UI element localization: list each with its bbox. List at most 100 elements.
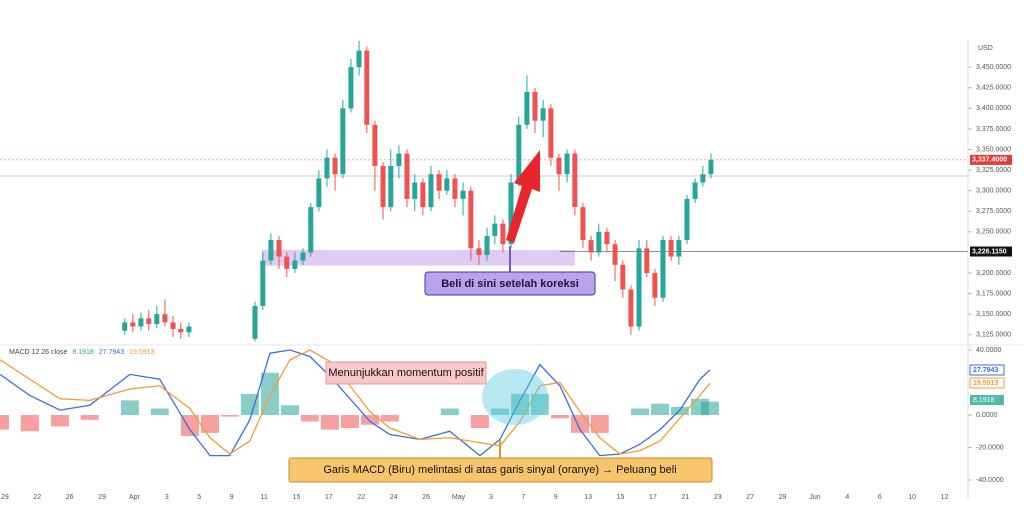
histogram-bar [630, 408, 649, 415]
value-label-box [970, 395, 1004, 405]
y-tick-label: 0.0000 [976, 412, 998, 419]
x-tick-label: 12 [941, 494, 949, 501]
candle-body [636, 248, 642, 327]
x-tick-label: 29 [98, 494, 106, 501]
candle-body [252, 305, 258, 339]
candle-body [524, 91, 530, 125]
y-tick-label: 3,400.0000 [976, 105, 1011, 112]
annotation: Garis MACD (Biru) melintasi di atas gari… [323, 464, 676, 476]
candle-body [564, 153, 570, 175]
histogram-bar [490, 408, 509, 415]
value-label-box [969, 377, 1005, 389]
legend-item: MACD 12 26 close [9, 349, 67, 356]
candle-body [620, 264, 626, 290]
x-tick-label: 17 [649, 494, 657, 501]
annotation: Beli di sini setelah koreksi [441, 278, 579, 290]
histogram-bar [651, 403, 670, 415]
histogram-bar [281, 405, 300, 415]
x-tick-label: 10 [908, 494, 916, 501]
annotation-box [424, 271, 596, 296]
support-zone [261, 249, 575, 266]
x-tick-label: 24 [390, 494, 398, 501]
x-tick-label: 21 [681, 494, 689, 501]
macd-line [0, 349, 711, 457]
value-label: 27.7943 [973, 367, 998, 374]
candle-body [604, 231, 610, 245]
value-label-box [969, 364, 1005, 376]
histogram-bar [470, 415, 489, 428]
histogram-bar [120, 400, 139, 415]
candle-body [516, 124, 522, 183]
histogram-bar [530, 393, 549, 415]
candle-body [170, 322, 176, 330]
y-axis-label: USD [978, 45, 993, 52]
histogram-bar [380, 415, 399, 422]
legend-item: 27.7943 [99, 349, 124, 356]
candle-body [708, 159, 714, 175]
candle-body [588, 240, 594, 253]
candle-body [668, 240, 674, 257]
candle-body [532, 91, 538, 121]
y-tick-label: -40.0000 [976, 477, 1004, 484]
x-tick-label: 29 [1, 494, 9, 501]
candle-body [580, 207, 586, 241]
histogram-bar [0, 415, 9, 430]
candle-body [276, 240, 282, 257]
y-tick-label: 3,250.0000 [976, 229, 1011, 236]
candle-body [444, 178, 450, 191]
histogram-bar [300, 415, 319, 422]
candle-body [404, 153, 410, 199]
highlight-ellipse [482, 369, 548, 425]
candle-body [556, 157, 562, 175]
candle-body [508, 182, 514, 245]
candle-body [692, 182, 698, 199]
histogram-bar [340, 415, 359, 428]
arrow [506, 150, 540, 243]
candle-body [628, 289, 634, 327]
candle-body [468, 190, 474, 249]
x-tick-label: 3 [489, 494, 493, 501]
candle-body [186, 326, 192, 333]
candle-body [324, 157, 330, 179]
y-tick-label: -20.0000 [976, 444, 1004, 451]
y-tick-label: 3,175.0000 [976, 290, 1011, 297]
candle-body [436, 174, 442, 191]
histogram-bar [200, 415, 219, 433]
x-tick-label: 4 [845, 494, 849, 501]
candle-body [178, 329, 184, 333]
x-tick-label: 26 [422, 494, 430, 501]
x-tick-label: Apr [129, 494, 141, 501]
histogram-bar [590, 415, 609, 433]
candle-body [396, 153, 402, 166]
candle-body [348, 67, 354, 109]
candle-body [412, 182, 418, 199]
candle-body [300, 252, 306, 261]
x-tick-label: 17 [325, 494, 333, 501]
candle-body [492, 223, 498, 236]
annotation-box [325, 361, 487, 385]
candle-body [260, 260, 266, 306]
y-tick-label: 3,425.0000 [976, 85, 1011, 92]
legend-item: 8.1918 [72, 349, 94, 356]
histogram-bar [20, 415, 39, 432]
macd-line [0, 349, 711, 455]
candle-body [284, 256, 290, 269]
candle-body [162, 314, 168, 323]
legend-item: 19.5913 [129, 349, 154, 356]
candle-body [684, 198, 690, 241]
candle-body [476, 248, 482, 255]
x-tick-label: 29 [779, 494, 787, 501]
histogram-bar [80, 415, 99, 420]
candle-body [308, 207, 314, 253]
x-tick-label: 15 [293, 494, 301, 501]
candle-body [154, 314, 160, 325]
candle-body [332, 157, 338, 175]
y-tick-label: 3,450.0000 [976, 64, 1011, 71]
candle-body [316, 178, 322, 208]
x-tick-label: 5 [197, 494, 201, 501]
candle-body [292, 260, 298, 269]
candle-body [268, 240, 274, 261]
annotation-box [288, 457, 713, 483]
